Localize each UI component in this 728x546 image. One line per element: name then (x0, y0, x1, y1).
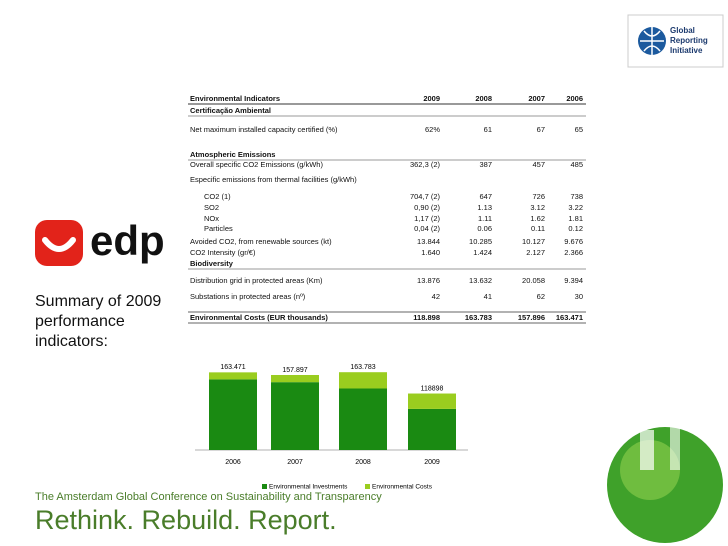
table-cell: 726 (532, 192, 545, 201)
table-cell: 10.127 (522, 237, 545, 246)
table-cell: 157.896 (518, 313, 545, 322)
summary: Summary of 2009 performance indicators: (35, 293, 162, 350)
table-cell: 13.844 (417, 237, 440, 246)
table-cell: Substations in protected areas (nº) (190, 292, 306, 301)
table-cell: Particles (204, 224, 233, 233)
table-header: 2007 (528, 94, 545, 103)
total-label: 163.783 (350, 364, 375, 371)
legend-swatch (262, 484, 267, 489)
bar-segment (339, 372, 387, 389)
table-cell: 3.12 (530, 203, 545, 212)
x-tick-label: 2007 (287, 459, 303, 466)
table-cell: 2.127 (526, 248, 545, 257)
table-cell: CO2 Intensity (gr/€) (190, 248, 256, 257)
table-cell: Especific emissions from thermal facilit… (190, 175, 357, 184)
table-cell: 41 (484, 292, 492, 301)
x-tick-label: 2008 (355, 459, 371, 466)
table-cell: 62 (537, 292, 545, 301)
table-cell: 362,3 (2) (410, 160, 441, 169)
legend-label: Environmental Costs (372, 484, 433, 491)
bar-segment (209, 372, 257, 380)
table-cell: 9.394 (564, 276, 583, 285)
gri-text: Initiative (670, 46, 703, 55)
table-cell: 704,7 (2) (410, 192, 441, 201)
gri-lines (640, 27, 664, 55)
bar-segment (209, 379, 257, 450)
table-cell: 61 (484, 125, 492, 134)
table-cell: 738 (570, 192, 583, 201)
table-cell: Net maximum installed capacity certified… (190, 125, 338, 134)
table-cell: 30 (575, 292, 583, 301)
table-cell: Overall specific CO2 Emissions (g/kWh) (190, 160, 323, 169)
table-cell: 647 (479, 192, 492, 201)
section-title: Biodiversity (190, 259, 234, 268)
table-cell: Avoided CO2, from renewable sources (kt) (190, 237, 332, 246)
table-cell: 0.12 (568, 224, 583, 233)
table-cell: 1.81 (568, 214, 583, 223)
table-cell: 118.898 (413, 313, 440, 322)
table-cell: 9.676 (564, 237, 583, 246)
table-cell: 163.783 (465, 313, 492, 322)
table-cell: Distribution grid in protected areas (Km… (190, 276, 323, 285)
globe-block (670, 420, 680, 470)
table-cell: 163.471 (556, 313, 583, 322)
gri-text: Global (670, 26, 695, 35)
bar-segment (408, 393, 456, 409)
gri-text: Reporting (670, 36, 708, 45)
x-tick-label: 2006 (225, 459, 241, 466)
table-cell: 1.13 (477, 203, 492, 212)
table-cell: 0,90 (2) (414, 203, 440, 212)
total-label: 163.471 (220, 364, 245, 371)
conference: The Amsterdam Global Conference on Susta… (35, 491, 382, 503)
edp-smile (42, 237, 76, 252)
table-header: Environmental Indicators (190, 94, 280, 103)
table-cell: NOx (204, 214, 219, 223)
table-cell: 13.632 (469, 276, 492, 285)
summary-box: Summary of 2009 performance indicators: (35, 293, 162, 350)
table-cell: SO2 (204, 203, 219, 212)
table-cell: 0.06 (477, 224, 492, 233)
total-label: 118898 (421, 385, 444, 392)
table-cell: 42 (432, 292, 440, 301)
table-cell: 62% (425, 125, 440, 134)
table-cell: 485 (570, 160, 583, 169)
table-cell: 1.424 (473, 248, 492, 257)
table-cell: 0.11 (531, 224, 545, 233)
slogan: Rethink. Rebuild. Report. (35, 505, 337, 535)
edp-icon (35, 220, 83, 266)
table-cell: 457 (532, 160, 545, 169)
table-header: 2008 (475, 94, 492, 103)
table-cell: 20.058 (522, 276, 545, 285)
table-cell: 13.876 (417, 276, 440, 285)
legend-label: Environmental Investments (269, 484, 348, 491)
table-cell: 0,04 (2) (414, 224, 440, 233)
table-cell: 65 (575, 125, 583, 134)
table-cell: 387 (479, 160, 492, 169)
table-cell: 1.62 (530, 214, 545, 223)
table-cell: 1.11 (478, 214, 492, 223)
table-header: 2006 (566, 94, 583, 103)
legend-swatch (365, 484, 370, 489)
bar-segment (271, 382, 319, 450)
bar-segment (339, 388, 387, 450)
table-cell: 3.22 (568, 203, 583, 212)
table-cell: 1.640 (421, 248, 440, 257)
bar-segment (271, 374, 319, 383)
globe-block (640, 430, 654, 470)
table-cell: 10.285 (469, 237, 492, 246)
table-cell: 67 (537, 125, 545, 134)
table-cell: Environmental Costs (EUR thousands) (190, 313, 328, 322)
section-title: Atmospheric Emissions (190, 150, 275, 159)
edp-text: edp (90, 217, 165, 264)
table-cell: CO2 (1) (204, 192, 231, 201)
table-header: 2009 (423, 94, 440, 103)
x-tick-label: 2009 (424, 459, 440, 466)
section-title: Certificação Ambiental (190, 106, 271, 115)
table-cell: 1,17 (2) (414, 214, 440, 223)
total-label: 157.897 (282, 367, 307, 374)
bar-segment (408, 408, 456, 450)
table-cell: 2.366 (564, 248, 583, 257)
